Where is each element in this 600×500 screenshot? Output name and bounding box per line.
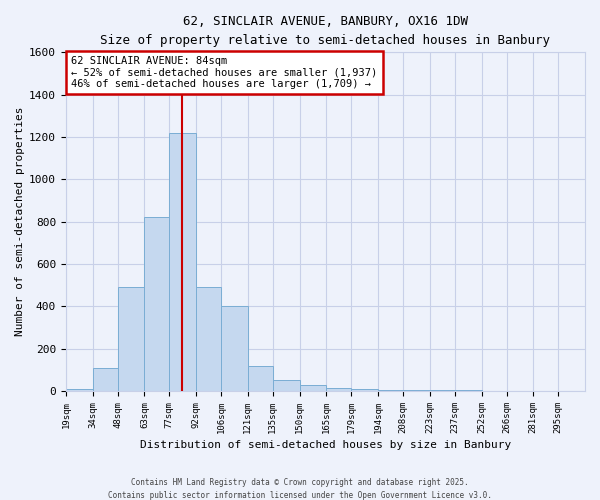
Bar — [299, 384, 326, 391]
Bar — [430, 390, 455, 391]
X-axis label: Distribution of semi-detached houses by size in Banbury: Distribution of semi-detached houses by … — [140, 440, 511, 450]
Bar — [326, 388, 352, 391]
Y-axis label: Number of semi-detached properties: Number of semi-detached properties — [15, 107, 25, 336]
Bar — [118, 288, 145, 391]
Bar — [145, 218, 169, 391]
Bar — [403, 390, 430, 391]
Bar — [455, 390, 482, 391]
Bar — [221, 306, 248, 391]
Bar — [92, 368, 118, 391]
Bar — [169, 133, 196, 391]
Title: 62, SINCLAIR AVENUE, BANBURY, OX16 1DW
Size of property relative to semi-detache: 62, SINCLAIR AVENUE, BANBURY, OX16 1DW S… — [100, 15, 550, 47]
Bar — [196, 288, 221, 391]
Bar — [273, 380, 299, 391]
Bar — [66, 389, 92, 391]
Bar — [248, 366, 273, 391]
Text: Contains HM Land Registry data © Crown copyright and database right 2025.
Contai: Contains HM Land Registry data © Crown c… — [108, 478, 492, 500]
Text: 62 SINCLAIR AVENUE: 84sqm
← 52% of semi-detached houses are smaller (1,937)
46% : 62 SINCLAIR AVENUE: 84sqm ← 52% of semi-… — [71, 56, 377, 89]
Bar — [352, 389, 378, 391]
Bar — [378, 390, 403, 391]
